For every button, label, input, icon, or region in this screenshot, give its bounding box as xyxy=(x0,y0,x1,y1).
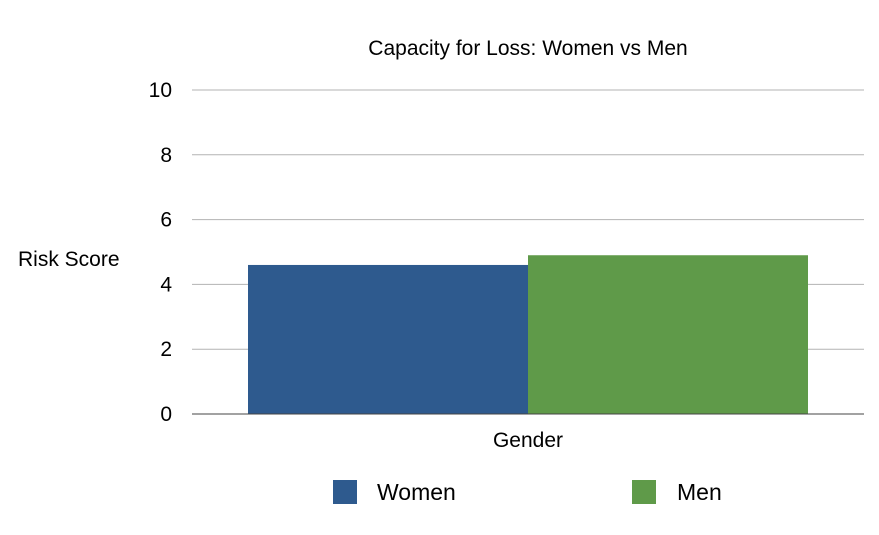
y-tick-label: 4 xyxy=(160,273,172,296)
chart-title: Capacity for Loss: Women vs Men xyxy=(368,37,687,60)
legend: Women Men xyxy=(333,479,722,505)
y-tick-labels: 0 2 4 6 8 10 xyxy=(149,79,173,426)
y-axis-label: Risk Score xyxy=(18,248,120,271)
bars xyxy=(248,255,808,414)
y-tick-label: 2 xyxy=(160,338,172,361)
y-tick-label: 10 xyxy=(149,79,172,102)
legend-swatch-men xyxy=(632,480,656,504)
x-axis-category-label: Gender xyxy=(493,429,563,452)
bar-men xyxy=(528,255,808,414)
y-tick-label: 8 xyxy=(160,144,172,167)
legend-label-women: Women xyxy=(377,479,456,505)
bar-women xyxy=(248,264,528,414)
y-tick-label: 6 xyxy=(160,209,172,232)
legend-label-men: Men xyxy=(677,479,722,505)
legend-swatch-women xyxy=(333,480,357,504)
y-tick-label: 0 xyxy=(160,403,172,426)
